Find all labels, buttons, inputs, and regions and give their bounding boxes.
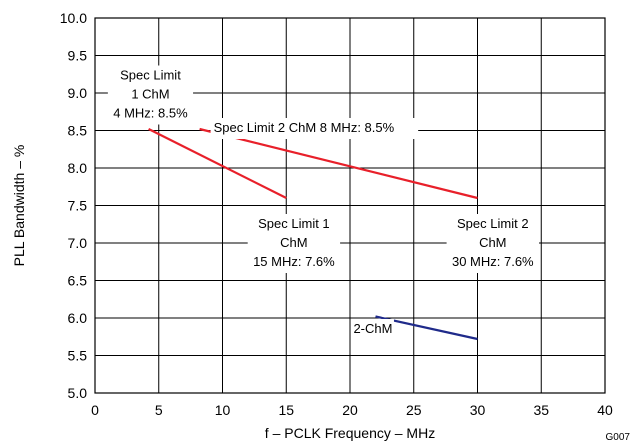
tick-labels: 0 5 10 15 20 25 30 35 40 5.0 5.5 6.0 6.5 7.0 7.5 8.0 8.5… [60,10,613,418]
y-tick-label: 6.5 [68,273,88,289]
annotation-backing [446,214,539,273]
x-tick-label: 15 [278,402,294,418]
y-tick-label: 7.0 [68,235,88,251]
x-tick-label: 5 [155,402,163,418]
annotations: Spec Limit 1 ChM 4 MHz: 8.5% Spec Limit 2 C… [107,65,539,340]
x-tick-label: 30 [470,402,486,418]
annotation-backing [247,214,341,273]
annotation-text: ChM [280,235,307,250]
annotation-backing [107,65,194,125]
series-line-2 [199,127,478,200]
x-axis-title: f – PCLK Frequency – MHz [265,425,435,441]
y-tick-label: 8.0 [68,160,88,176]
x-tick-label: 40 [597,402,613,418]
x-tick-label: 10 [215,402,231,418]
y-tick-label: 6.0 [68,310,88,326]
figure-id: G007 [606,432,631,443]
y-tick-label: 7.5 [68,198,88,214]
x-tick-label: 0 [91,402,99,418]
x-tick-label: 25 [406,402,422,418]
x-tick-label: 35 [533,402,549,418]
series-line-1 [148,128,287,199]
annotation-text: Spec Limit 2 ChM 8 MHz: 8.5% [214,120,395,135]
y-tick-label: 9.0 [68,85,88,101]
annotation-backing [210,118,419,139]
annotation-4: Spec Limit 2 ChM 30 MHz: 7.6% [446,214,539,273]
plot-frame [94,17,606,394]
y-tick-label: 5.5 [68,348,88,364]
annotation-text: 15 MHz: 7.6% [253,254,335,269]
annotation-3: Spec Limit 1 ChM 15 MHz: 7.6% [247,214,341,273]
annotation-text: Spec Limit 1 [258,216,330,231]
annotation-1: Spec Limit 1 ChM 4 MHz: 8.5% [107,65,194,125]
y-tick-label: 10.0 [60,10,87,26]
annotation-text: ChM [479,235,506,250]
y-tick-label: 8.5 [68,123,88,139]
y-tick-label: 5.0 [68,385,88,401]
annotation-text: 4 MHz: 8.5% [113,106,188,121]
x-tick-label: 20 [342,402,358,418]
annotation-2: Spec Limit 2 ChM 8 MHz: 8.5% [210,118,419,139]
y-tick-label: 9.5 [68,48,88,64]
annotation-text: Spec Limit [120,68,181,83]
annotation-backing [351,319,394,340]
y-axis-title: PLL Bandwidth – % [11,145,27,267]
annotation-text: 2-ChM [353,321,392,336]
annotation-5: 2-ChM [351,319,394,340]
annotation-text: 30 MHz: 7.6% [452,254,534,269]
annotation-text: 1 ChM [131,87,169,102]
annotation-text: Spec Limit 2 [457,216,529,231]
